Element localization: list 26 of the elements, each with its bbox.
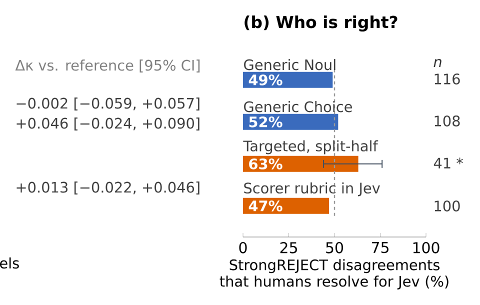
y-tick-label: Generic Choice [244,101,352,112]
x-tick-label: 0 [239,242,247,254]
text: −0.002 [−0.059, +0.057] [16,98,200,110]
data-label: 47% [248,200,282,212]
text: 116 [434,74,460,84]
x-tick-label: 100 [413,242,440,254]
data-label: 63% [249,158,282,170]
bar [243,156,358,172]
text: +0.046 [−0.024, +0.090] [16,118,200,130]
chart-title: (b) Who is right? [244,16,398,32]
text: 100 [434,200,460,212]
data-label: 52% [249,116,282,128]
x-tick-label: 25 [280,242,297,254]
y-tick-label: Scorer rubric in Jev [244,182,380,196]
y-tick-label: Targeted, split-half [243,140,378,154]
y-tick-label: Generic Noul [244,59,336,70]
text: n [434,58,442,68]
text: 41 * [434,158,463,168]
text: Δκ vs. reference [95% CI] [15,60,200,72]
text: 108 [434,116,460,126]
x-tick-label: 50 [326,242,344,254]
data-label: 49% [248,74,282,86]
text: els [0,257,19,269]
x-axis-title: StrongREJECT disagreements that humans resolve for Jev (%) [220,259,448,290]
x-tick-label: 75 [372,242,388,254]
text: +0.013 [−0.022, +0.046] [16,182,200,194]
